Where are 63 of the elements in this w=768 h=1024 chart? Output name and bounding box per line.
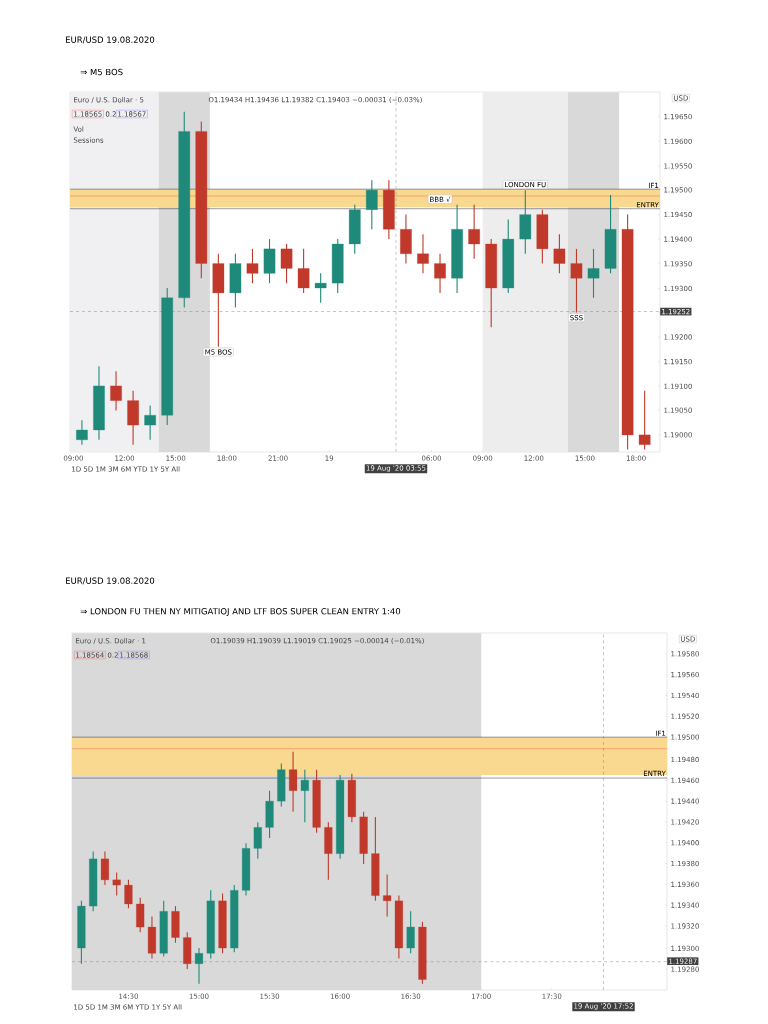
candlestick xyxy=(383,179,395,240)
candlestick xyxy=(124,879,133,909)
candlestick xyxy=(93,365,105,441)
candlestick xyxy=(519,189,532,255)
candlestick xyxy=(76,419,88,446)
candlestick xyxy=(212,253,225,348)
candlestick xyxy=(127,390,139,446)
candlestick xyxy=(348,204,361,255)
candlestick xyxy=(359,811,368,865)
candlestick xyxy=(485,238,497,328)
candlestick xyxy=(110,370,122,411)
candlestick xyxy=(434,253,446,294)
candlestick xyxy=(621,214,634,451)
candlestick xyxy=(312,769,321,834)
candlestick xyxy=(553,233,566,274)
candlestick xyxy=(229,253,242,309)
candlestick xyxy=(89,850,98,912)
candlestick xyxy=(144,404,156,441)
candlestick xyxy=(161,287,173,426)
candlestick xyxy=(194,947,204,985)
candlestick xyxy=(178,111,191,309)
chart-subtitle: ⇒ LONDON FU THEN NY MITIGATIOJ AND LTF BOS SUPER CLEAN ENTRY 1:40 xyxy=(80,608,401,617)
candlestick xyxy=(277,762,286,807)
candlestick xyxy=(536,209,549,265)
chart-subtitle: ⇒ M5 BOS xyxy=(80,68,123,76)
candlestick xyxy=(417,233,429,274)
candlestick xyxy=(171,905,180,944)
candlestick xyxy=(587,248,600,299)
candlestick xyxy=(136,897,145,933)
candlestick xyxy=(324,821,333,881)
candlestick xyxy=(112,871,121,897)
candlestick xyxy=(195,121,208,279)
candlestick xyxy=(183,931,192,970)
candlestick xyxy=(147,916,156,960)
candlestick xyxy=(394,895,403,960)
candlestick xyxy=(159,900,168,957)
candlestick xyxy=(218,892,227,954)
candlestick xyxy=(366,179,378,230)
candlestick xyxy=(263,238,276,284)
candlestick xyxy=(289,751,298,813)
candlestick xyxy=(406,910,415,954)
candlestick xyxy=(300,769,309,823)
candlestick xyxy=(371,816,380,902)
candlestick xyxy=(468,204,480,260)
candlestick xyxy=(246,248,259,284)
candlestick xyxy=(314,272,327,304)
candlestick xyxy=(280,243,293,284)
candlestick xyxy=(418,921,427,985)
candlestick xyxy=(230,884,239,953)
chart-title: EUR/USD 19.08.2020 xyxy=(66,577,155,585)
candlestick xyxy=(100,850,109,886)
candlestick xyxy=(570,248,583,314)
candlestick xyxy=(77,900,86,965)
candlestick xyxy=(383,874,392,918)
candlestick xyxy=(265,790,274,839)
candlestick xyxy=(297,248,310,294)
candlestick xyxy=(638,390,651,451)
candlestick xyxy=(502,218,515,294)
candlestick xyxy=(331,238,344,294)
chart-title: EUR/USD 19.08.2020 xyxy=(66,36,155,44)
candlestick xyxy=(206,889,215,960)
candlestick xyxy=(604,194,617,274)
candlestick xyxy=(253,821,262,860)
